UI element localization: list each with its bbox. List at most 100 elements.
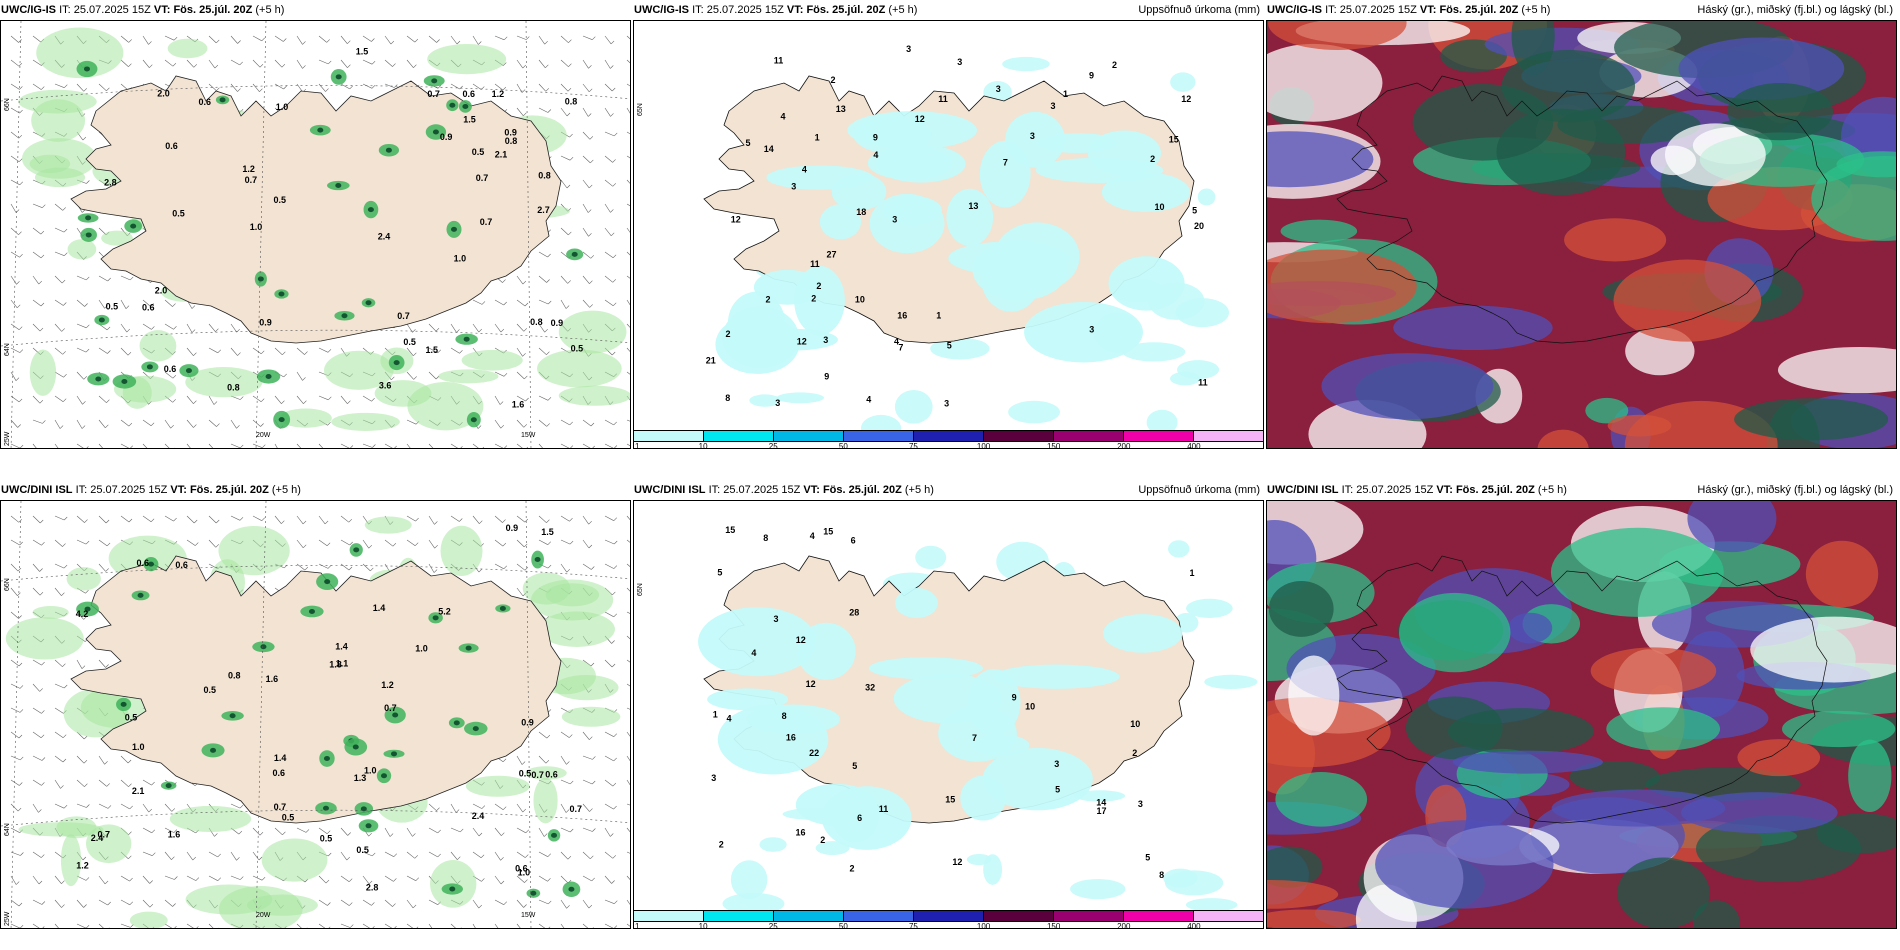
wind-barb-flag: [480, 854, 485, 859]
wind-barb-flag: [195, 542, 199, 546]
wind-barb-flag: [613, 445, 618, 448]
precip-light-area: [5, 617, 84, 660]
value-label: 0.6: [515, 864, 528, 874]
map-area[interactable]: 3 5 5 6 3 4 22 16 15 14 28 12 11 10 8 15 16 12 17 9 5 32 15 10 1…: [633, 500, 1264, 929]
map-area[interactable]: 0.6 0.7 0.5 0.6 3.6 0.8 0.5 1.5 0.5 2.0 2.1 0.6 0.7 0…: [0, 20, 631, 449]
value-label: 16: [786, 732, 796, 742]
wind-barb: [208, 443, 214, 448]
precip-accum-area: [1170, 72, 1196, 92]
wind-barb-flag: [524, 518, 529, 523]
wind-barb: [582, 899, 590, 909]
precip-light-area: [440, 525, 483, 577]
wind-barb-flag: [259, 88, 263, 92]
wind-barb-flag: [62, 929, 65, 930]
wind-barb: [472, 851, 482, 859]
wind-barb-flag: [18, 134, 23, 139]
map-area[interactable]: [1266, 500, 1897, 929]
wind-barb: [626, 803, 630, 806]
wind-barb-flag: [41, 541, 45, 546]
value-label: 4: [751, 648, 756, 658]
wind-barb-flag: [523, 543, 528, 548]
wind-barb: [230, 83, 238, 92]
wind-barb: [98, 923, 104, 928]
wind-barb-flag: [60, 785, 64, 789]
wind-barb-flag: [610, 833, 614, 837]
wind-barb: [186, 323, 193, 333]
wind-barb-flag: [83, 904, 87, 908]
lead-time: (+5 h): [904, 484, 934, 496]
wind-barb-flag: [481, 878, 485, 882]
wind-barb: [32, 251, 42, 259]
legend-swatch: [774, 431, 844, 441]
wind-barb: [54, 443, 59, 448]
map-area[interactable]: 0.5 0.8 0.6 2.8 1.8 4.2 1.6 0.5 1.5 1.3 1.0 1.4 2.4 5…: [0, 500, 631, 929]
value-label: 3: [775, 398, 780, 408]
precip-accum-area: [1037, 132, 1118, 154]
wind-barb-flag: [171, 808, 176, 812]
wind-barb: [208, 35, 217, 44]
wind-barb: [54, 683, 65, 689]
cloud-area: [1267, 249, 1417, 324]
wind-barb-flag: [236, 425, 240, 429]
value-label: 2.1: [495, 149, 508, 159]
precip-accum-area: [868, 657, 983, 680]
value-label: 1.3: [354, 773, 367, 783]
wind-barb: [142, 419, 152, 427]
wind-barb: [32, 731, 42, 739]
wind-barb-flag: [350, 924, 354, 928]
value-label: 15: [725, 525, 735, 535]
wind-barb: [582, 803, 590, 812]
precip-light-area: [561, 706, 621, 727]
wind-barb-flag: [502, 758, 507, 763]
wind-barb-flag: [590, 855, 594, 860]
wind-barb: [362, 443, 373, 448]
precip-light-area: [66, 567, 101, 591]
wind-barb-flag: [81, 425, 86, 429]
wind-barb-flag: [217, 349, 222, 354]
panel-header: UWC/DINI ISL IT: 25.07.2025 15Z VT: Fös.…: [1266, 480, 1897, 500]
map-svg: 0.50.80.62.81.84.21.60.51.51.31.01.42.45…: [1, 501, 630, 930]
wind-barb-flag: [346, 856, 351, 861]
precip-accum-area: [1122, 342, 1186, 362]
wind-barb: [340, 899, 350, 906]
wind-barb: [582, 419, 592, 427]
lead-time: (+5 h): [271, 484, 301, 496]
value-label: 4.2: [76, 609, 89, 619]
wind-barb-flag: [613, 733, 618, 737]
map-svg: [1267, 21, 1896, 448]
precip-light-area: [531, 579, 614, 621]
wind-barb-flag: [588, 544, 593, 549]
wind-barb: [604, 611, 614, 618]
wind-barb-flag: [478, 328, 483, 333]
wind-barb: [296, 35, 303, 45]
wind-barb: [538, 443, 543, 448]
value-label: 8: [725, 393, 730, 403]
map-area[interactable]: [1266, 20, 1897, 449]
wind-barb: [604, 251, 614, 259]
wind-barb-flag: [19, 181, 24, 186]
wind-barb: [208, 395, 215, 405]
value-label: 2.1: [132, 786, 145, 796]
wind-barb-flag: [237, 40, 241, 44]
panel-title: UWC/IG-IS IT: 25.07.2025 15Z VT: Fös. 25…: [0, 0, 284, 20]
wind-barb-flag: [106, 87, 110, 92]
wind-barb: [494, 515, 503, 523]
wind-barb-flag: [148, 808, 153, 813]
precip-light-area: [218, 526, 290, 576]
wind-barb: [538, 299, 549, 305]
wind-barb-flag: [459, 85, 463, 90]
wind-barb: [164, 875, 175, 880]
wind-barb: [494, 371, 505, 377]
wind-barb: [10, 179, 20, 186]
map-area[interactable]: 1 1 3 2 3 21 12 11 18 16 27 15 14 10 11 12 9 5 2 12 5 13 3 9 3 11…: [633, 20, 1264, 449]
wind-barb: [340, 851, 348, 861]
wind-barb-flag: [17, 567, 22, 572]
legend-swatch: [1194, 431, 1263, 441]
wind-barb-flag: [214, 64, 219, 69]
wind-barb-flag: [18, 62, 23, 67]
wind-barb-flag: [151, 781, 155, 786]
wind-barb-flag: [611, 351, 616, 356]
precip-cell-core: [571, 251, 578, 257]
wind-barb: [626, 275, 630, 279]
wind-barb-flag: [283, 564, 288, 569]
